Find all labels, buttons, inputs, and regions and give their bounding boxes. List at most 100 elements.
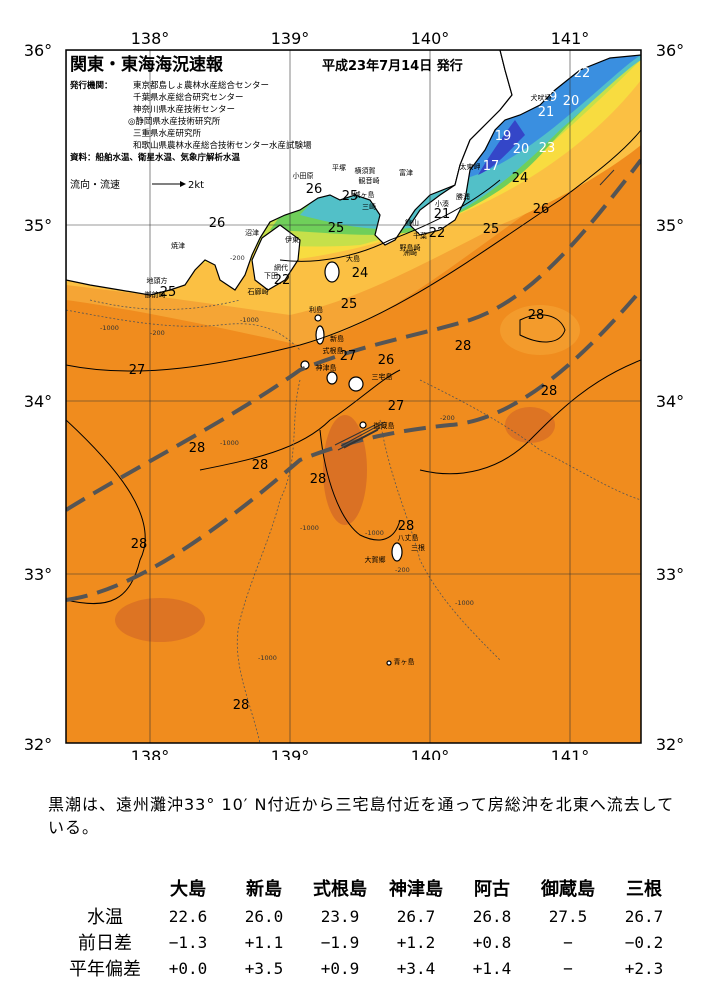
place-name: 館山	[405, 218, 419, 227]
place-name: 富津	[399, 168, 413, 177]
isotherm-label: 26	[378, 353, 395, 368]
column-header: 御蔵島	[541, 879, 595, 900]
table-cell: +0.0	[168, 958, 208, 978]
place-name: 勝浦	[456, 192, 470, 201]
place-name: 利島	[309, 305, 323, 314]
isotherm-label: 26	[209, 216, 226, 231]
place-name: 観音崎	[359, 176, 380, 185]
isotherm-label: 28	[189, 441, 206, 456]
place-name: 神津島	[316, 363, 337, 372]
isotherm-label: 25	[342, 189, 359, 204]
lon-tick-bottom-1: 138°	[131, 747, 170, 760]
depth-label: -1000	[220, 439, 239, 447]
data-sources: 資料：船舶水温、衛星水温、気象庁解析水温	[69, 152, 241, 163]
flow-arrows	[334, 169, 615, 451]
depth-label: -1000	[100, 324, 119, 332]
lat-tick-right-3: 34°	[656, 392, 684, 411]
place-name: 太東岬	[460, 162, 481, 171]
place-name: 伊東	[285, 235, 299, 244]
flow-legend-speed: 2kt	[188, 180, 204, 191]
depth-label: -1000	[240, 316, 259, 324]
place-name: 沼津	[245, 228, 259, 237]
place-name: 御前崎	[145, 290, 166, 299]
place-name: 三崎	[362, 202, 376, 211]
isotherm-label: 20	[513, 142, 530, 157]
isotherm-label: 27	[340, 349, 357, 364]
isotherm-label: 28	[131, 537, 148, 552]
place-name: 犬吠埼	[531, 93, 552, 102]
row-label: 平年偏差	[69, 959, 141, 980]
table-row: 水温 22.6 26.0 23.9 26.7 26.8 27.5 26.7	[60, 903, 682, 929]
column-header: 式根島	[313, 879, 367, 900]
place-name: 横須賀	[355, 166, 376, 175]
isotherm-label: 25	[328, 221, 345, 236]
depth-label: -200	[440, 414, 455, 422]
place-name: 小湊	[435, 199, 449, 208]
table-cell: 27.5	[548, 906, 588, 926]
depth-label: -1000	[300, 524, 319, 532]
lat-tick-left-2: 35°	[24, 216, 52, 235]
lat-tick-right-5: 32°	[656, 735, 684, 754]
place-name: 大賀郷	[365, 555, 386, 564]
table-cell: 26.8	[472, 906, 512, 926]
table-cell: +1.2	[396, 932, 436, 952]
table-cell: +3.5	[244, 958, 284, 978]
row-label: 前日差	[78, 933, 132, 954]
graticule	[66, 50, 641, 743]
isotherm-label: 28	[398, 519, 415, 534]
column-header: 阿古	[474, 879, 510, 900]
issuer-line: ◎静岡県水産技術研究所	[128, 116, 221, 127]
depth-contours	[66, 299, 641, 743]
place-name: 新島	[330, 334, 344, 343]
land-area	[66, 50, 641, 666]
row-label: 水温	[87, 907, 123, 928]
isotherm-label: 25	[160, 285, 177, 300]
issuer-line: 三重県水産研究所	[133, 128, 202, 139]
table-row: 前日差 −1.3 +1.1 −1.9 +1.2 +0.8 − −0.2	[60, 929, 682, 955]
table-cell: +0.9	[320, 958, 360, 978]
isotherm-label: 28	[528, 308, 545, 323]
place-name: 小田原	[293, 171, 314, 180]
kuroshio-comment: 黒潮は、遠州灘沖33° 10′ N付近から三宅島付近を通って房総沖を北東へ流去し…	[48, 795, 675, 837]
lon-tick-top-2: 139°	[271, 29, 310, 48]
place-name: 三宅島	[372, 372, 393, 381]
depth-label: -1000	[455, 599, 474, 607]
table-cell: 26.0	[244, 906, 284, 926]
table-cell: 22.6	[168, 906, 208, 926]
table-cell: +3.4	[396, 958, 436, 978]
issue-date: 平成23年7月14日 発行	[322, 58, 463, 74]
map-border	[65, 49, 642, 744]
issuers-label: 発行機関：	[69, 80, 113, 91]
depth-label: -200	[230, 254, 245, 262]
column-header: 大島	[170, 879, 206, 900]
lat-tick-right-2: 35°	[656, 216, 684, 235]
flow-legend-label: 流向・流速	[70, 178, 120, 191]
lat-tick-left-4: 33°	[24, 565, 52, 584]
isotherm-label: 25	[483, 222, 500, 237]
depth-label: -200	[395, 566, 410, 574]
isotherm-label: 28	[455, 339, 472, 354]
isotherm-label: 28	[310, 472, 327, 487]
lat-tick-right-4: 33°	[656, 565, 684, 584]
sea-temperature-map: 138° 139° 140° 141° 138° 139° 140° 141° …	[24, 29, 684, 760]
map-header: 関東・東海海況速報 平成23年7月14日 発行	[70, 54, 463, 75]
isotherm-label: 28	[541, 384, 558, 399]
place-name: 網代	[274, 263, 288, 272]
table-row: 平年偏差 +0.0 +3.5 +0.9 +3.4 +1.4 − +2.3	[60, 955, 682, 981]
table-cell: 26.7	[624, 906, 664, 926]
column-header: 三根	[626, 879, 662, 900]
axis-labels: 138° 139° 140° 141° 138° 139° 140° 141° …	[24, 29, 684, 760]
depth-label: -200	[150, 329, 165, 337]
lon-tick-top-3: 140°	[411, 29, 450, 48]
lon-tick-bottom-2: 139°	[271, 747, 310, 760]
issuer-line: 神奈川県水産技術センター	[133, 104, 235, 115]
place-name: 御蔵島	[374, 421, 395, 430]
map-title: 関東・東海海況速報	[70, 54, 224, 75]
isotherm-label: 22	[274, 273, 291, 288]
isotherm-label: 28	[252, 458, 269, 473]
isotherm-labels: 22 20 19 21 23 19 20 17 24 26 25 26 25 2…	[129, 66, 591, 713]
table-cell: −1.3	[168, 932, 208, 952]
place-name: 石廊崎	[248, 287, 269, 296]
isotherm-label: 27	[129, 363, 146, 378]
isotherm-label: 24	[352, 266, 369, 281]
